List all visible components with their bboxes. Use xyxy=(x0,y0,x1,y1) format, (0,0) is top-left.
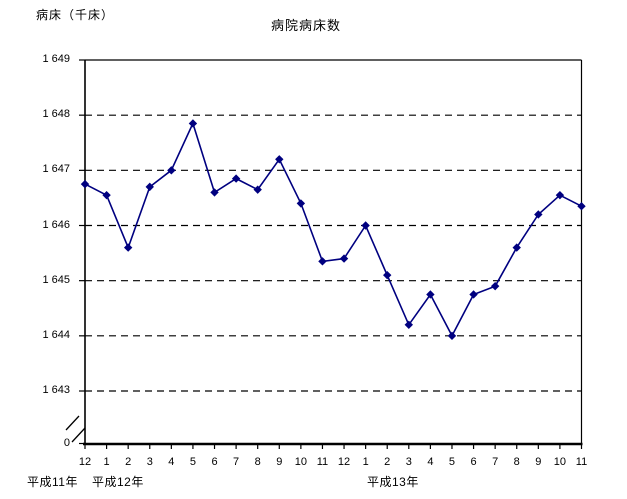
x-axis-era-label-heisei12: 平成12年 xyxy=(92,475,144,489)
x-tick-label: 10 xyxy=(294,456,307,468)
axis-break-mark xyxy=(65,415,80,431)
data-point-marker xyxy=(426,290,435,299)
y-tick-label: 1 646 xyxy=(42,218,70,231)
x-tick-label: 11 xyxy=(575,456,588,468)
x-tick-label: 10 xyxy=(553,456,567,468)
data-point-marker xyxy=(490,281,500,291)
data-point-marker xyxy=(512,243,521,252)
x-tick-label: 8 xyxy=(513,456,520,468)
data-point-marker xyxy=(123,243,133,252)
x-tick-label: 8 xyxy=(254,456,261,468)
data-point-marker xyxy=(253,185,262,194)
x-tick-label: 6 xyxy=(470,456,477,468)
y-axis-unit-label: 病床（千床） xyxy=(36,8,115,22)
y-tick-label: 1 647 xyxy=(42,163,70,176)
data-point-marker xyxy=(339,254,349,263)
x-tick-label: 4 xyxy=(427,456,434,468)
y-tick-label: 1 645 xyxy=(42,273,70,286)
x-tick-label: 1 xyxy=(362,456,369,468)
data-point-marker xyxy=(555,190,565,200)
axis-break-mark xyxy=(71,427,86,443)
y-tick-label: 0 xyxy=(63,436,70,449)
x-tick-label: 5 xyxy=(189,456,196,468)
data-point-marker xyxy=(404,320,414,330)
y-tick-label: 1 648 xyxy=(42,108,70,121)
x-tick-label: 12 xyxy=(78,456,92,468)
x-tick-label: 4 xyxy=(168,456,175,468)
x-tick-label: 6 xyxy=(211,456,218,468)
data-point-marker xyxy=(534,210,543,219)
y-tick-label: 1 649 xyxy=(42,53,70,65)
x-tick-label: 12 xyxy=(337,456,351,468)
x-tick-label: 5 xyxy=(448,456,456,468)
y-tick-label: 1 643 xyxy=(42,384,70,396)
data-point-marker xyxy=(318,257,327,266)
data-point-marker xyxy=(167,166,176,175)
data-point-marker xyxy=(188,119,198,128)
x-tick-label: 2 xyxy=(125,456,132,468)
data-point-marker xyxy=(231,174,241,183)
x-axis-era-label-heisei13: 平成13年 xyxy=(367,475,419,489)
y-tick-label: 1 644 xyxy=(42,328,70,341)
data-point-marker xyxy=(383,270,392,280)
chart-title: 病院病床数 xyxy=(270,18,341,33)
data-point-marker xyxy=(447,331,457,341)
x-tick-label: 9 xyxy=(276,456,283,468)
data-point-marker xyxy=(210,188,219,197)
x-tick-label: 2 xyxy=(384,456,391,468)
data-point-marker xyxy=(102,190,111,200)
data-point-marker xyxy=(145,182,154,192)
data-point-marker xyxy=(80,179,90,189)
x-tick-label: 3 xyxy=(146,456,153,468)
data-point-marker xyxy=(361,221,370,230)
x-axis-era-label-heisei11: 平成11年 xyxy=(27,475,78,489)
data-point-marker xyxy=(469,290,478,299)
data-point-marker xyxy=(275,155,284,164)
series-line xyxy=(84,121,582,338)
x-tick-label: 3 xyxy=(405,456,412,468)
x-tick-label: 11 xyxy=(316,456,329,468)
x-tick-label: 7 xyxy=(233,456,240,468)
x-tick-label: 1 xyxy=(103,456,110,468)
data-point-marker xyxy=(577,201,586,211)
x-tick-label: 7 xyxy=(492,456,499,468)
data-point-marker xyxy=(296,199,306,208)
x-tick-label: 9 xyxy=(535,456,542,468)
